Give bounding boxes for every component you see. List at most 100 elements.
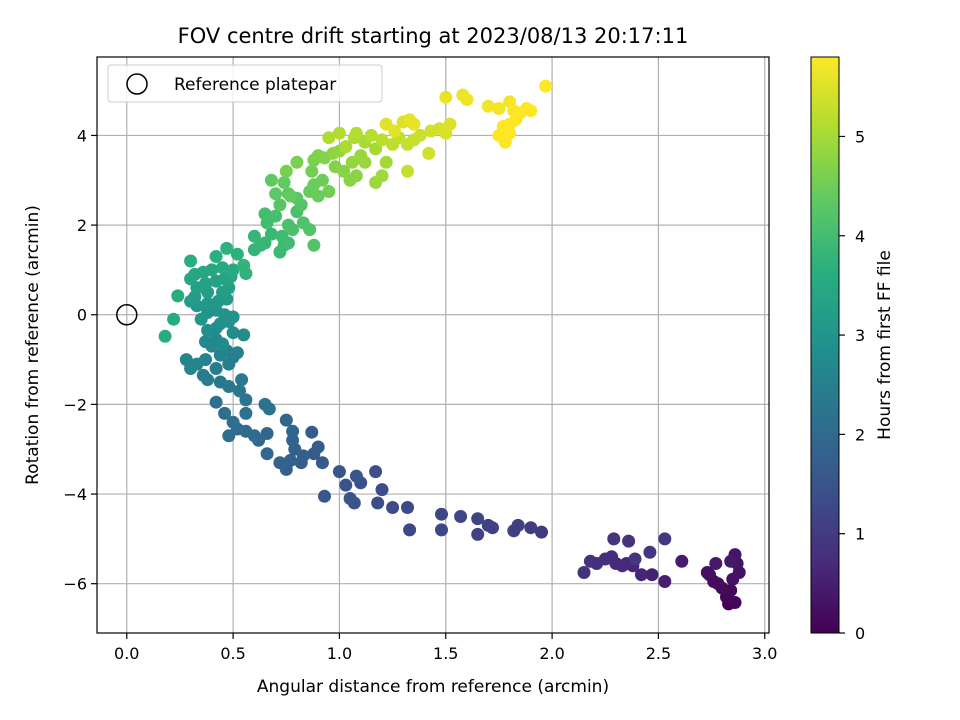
y-tick-label: 2 bbox=[77, 216, 87, 235]
y-axis-label: Rotation from reference (arcmin) bbox=[23, 205, 43, 485]
data-point bbox=[700, 566, 714, 579]
x-tick-label: 0.5 bbox=[220, 644, 245, 663]
data-point bbox=[305, 425, 319, 439]
data-point bbox=[262, 402, 276, 416]
data-point bbox=[279, 164, 293, 178]
x-tick-label: 1.5 bbox=[433, 644, 458, 663]
data-point bbox=[643, 545, 657, 559]
y-tick-label: −2 bbox=[63, 395, 87, 414]
data-point bbox=[349, 469, 363, 483]
data-point bbox=[311, 189, 325, 203]
y-tick-label: 4 bbox=[77, 126, 87, 145]
data-point bbox=[237, 328, 251, 342]
data-point bbox=[339, 140, 353, 154]
colorbar-ticks: 0 1 2 3 4 5 bbox=[839, 127, 865, 643]
data-point bbox=[577, 566, 591, 579]
data-point bbox=[294, 456, 308, 470]
data-point bbox=[239, 406, 253, 420]
data-point bbox=[492, 128, 506, 142]
data-point bbox=[277, 176, 291, 189]
data-point bbox=[332, 465, 346, 479]
data-point bbox=[226, 326, 240, 340]
data-point bbox=[435, 507, 448, 521]
data-point bbox=[337, 164, 351, 178]
y-tick-label: −6 bbox=[63, 575, 87, 594]
data-point bbox=[481, 99, 495, 113]
data-point bbox=[226, 415, 240, 429]
chart-title: FOV centre drift starting at 2023/08/13 … bbox=[178, 24, 689, 48]
data-point bbox=[171, 289, 185, 303]
legend-box bbox=[107, 64, 383, 103]
data-point bbox=[269, 187, 283, 201]
data-point bbox=[233, 384, 246, 398]
data-point bbox=[273, 456, 287, 470]
data-point bbox=[503, 117, 517, 131]
x-tick-label: 2.0 bbox=[539, 644, 564, 663]
data-point bbox=[386, 501, 400, 514]
data-point bbox=[226, 263, 240, 277]
x-axis-ticks: 0.0 0.5 1.0 1.5 2.0 2.5 3.0 bbox=[114, 633, 777, 663]
colorbar-tick-label: 3 bbox=[855, 326, 865, 345]
data-point bbox=[281, 236, 295, 250]
x-tick-label: 3.0 bbox=[752, 644, 777, 663]
data-point bbox=[179, 353, 193, 367]
data-point bbox=[524, 521, 538, 535]
data-point bbox=[401, 501, 414, 514]
data-point bbox=[235, 373, 249, 387]
data-point bbox=[403, 523, 417, 537]
y-tick-label: −4 bbox=[63, 485, 87, 504]
data-point bbox=[607, 532, 621, 546]
data-point bbox=[343, 492, 357, 505]
data-point bbox=[199, 335, 212, 349]
data-point bbox=[286, 433, 300, 447]
data-point bbox=[535, 525, 548, 539]
data-point bbox=[332, 126, 346, 140]
data-point bbox=[481, 518, 495, 532]
data-point bbox=[264, 173, 278, 187]
data-point bbox=[290, 155, 304, 169]
colorbar-tick-label: 4 bbox=[855, 227, 865, 246]
data-point bbox=[724, 554, 738, 568]
data-point bbox=[375, 169, 389, 183]
data-point bbox=[492, 102, 506, 115]
data-point bbox=[230, 247, 244, 261]
data-point bbox=[218, 406, 232, 420]
x-tick-label: 0.0 bbox=[114, 644, 139, 663]
data-point bbox=[269, 209, 283, 223]
data-point bbox=[358, 155, 372, 169]
y-axis-ticks: −6 −4 −2 0 2 4 bbox=[63, 126, 97, 594]
data-point bbox=[471, 527, 485, 541]
y-tick-label: 0 bbox=[77, 306, 87, 325]
data-point bbox=[196, 368, 210, 382]
data-point bbox=[507, 524, 521, 538]
data-point bbox=[622, 534, 636, 548]
x-tick-label: 2.5 bbox=[646, 644, 671, 663]
data-point bbox=[286, 223, 300, 237]
data-point bbox=[220, 241, 234, 255]
data-point bbox=[315, 173, 329, 187]
data-point bbox=[369, 465, 383, 479]
data-point bbox=[307, 238, 321, 252]
data-point bbox=[239, 393, 253, 407]
data-point bbox=[230, 346, 244, 360]
data-point bbox=[194, 312, 208, 326]
data-point bbox=[364, 128, 378, 142]
data-point bbox=[184, 254, 198, 268]
data-point bbox=[634, 568, 648, 582]
data-point bbox=[443, 117, 457, 131]
data-point bbox=[349, 126, 363, 140]
colorbar-tick-label: 0 bbox=[855, 624, 865, 643]
data-point bbox=[213, 375, 227, 389]
data-point bbox=[322, 131, 336, 145]
data-point bbox=[369, 142, 383, 156]
data-point bbox=[675, 554, 689, 568]
legend-marker-open-circle bbox=[126, 73, 148, 95]
data-point bbox=[158, 329, 172, 343]
data-point bbox=[524, 104, 538, 118]
data-point bbox=[422, 146, 436, 160]
data-point bbox=[303, 223, 317, 237]
data-point bbox=[216, 261, 229, 275]
data-point bbox=[209, 250, 223, 263]
data-point bbox=[199, 276, 212, 290]
reference-platepar-marker bbox=[116, 303, 138, 326]
